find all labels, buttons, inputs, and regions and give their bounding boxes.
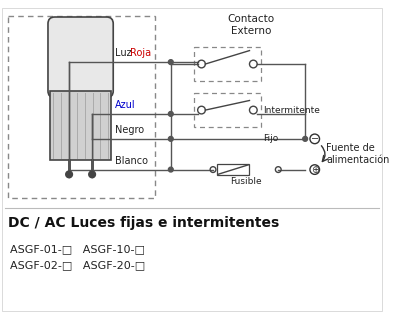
Text: ASGF-01-□   ASGF-10-□: ASGF-01-□ ASGF-10-□ bbox=[10, 244, 144, 255]
Text: Roja: Roja bbox=[130, 48, 151, 58]
Text: Intermitente: Intermitente bbox=[263, 106, 320, 115]
Circle shape bbox=[66, 171, 72, 178]
Text: Fusible: Fusible bbox=[230, 177, 262, 186]
Text: Azul: Azul bbox=[115, 100, 136, 110]
Text: DC / AC Luces fijas e intermitentes: DC / AC Luces fijas e intermitentes bbox=[8, 216, 279, 230]
Text: Fuente de
alimentación: Fuente de alimentación bbox=[326, 144, 390, 165]
Text: Blanco: Blanco bbox=[115, 156, 148, 166]
Circle shape bbox=[89, 171, 96, 178]
Circle shape bbox=[168, 137, 173, 141]
Text: Fijo: Fijo bbox=[263, 134, 278, 143]
FancyBboxPatch shape bbox=[48, 17, 113, 98]
Bar bbox=[8, 16, 156, 198]
Bar bbox=[194, 47, 261, 81]
Text: −: − bbox=[311, 134, 319, 144]
Circle shape bbox=[168, 60, 173, 64]
Circle shape bbox=[168, 167, 173, 172]
Circle shape bbox=[168, 112, 173, 116]
Bar bbox=[50, 91, 111, 160]
Text: Negro: Negro bbox=[115, 125, 144, 135]
Text: Luz: Luz bbox=[115, 48, 135, 58]
Bar bbox=[194, 93, 261, 127]
Text: ASGF-02-□   ASGF-20-□: ASGF-02-□ ASGF-20-□ bbox=[10, 260, 145, 270]
Circle shape bbox=[303, 137, 308, 141]
Bar bbox=[217, 164, 250, 175]
Text: ⊕: ⊕ bbox=[311, 165, 319, 174]
Text: Contacto
Externo: Contacto Externo bbox=[228, 14, 275, 36]
